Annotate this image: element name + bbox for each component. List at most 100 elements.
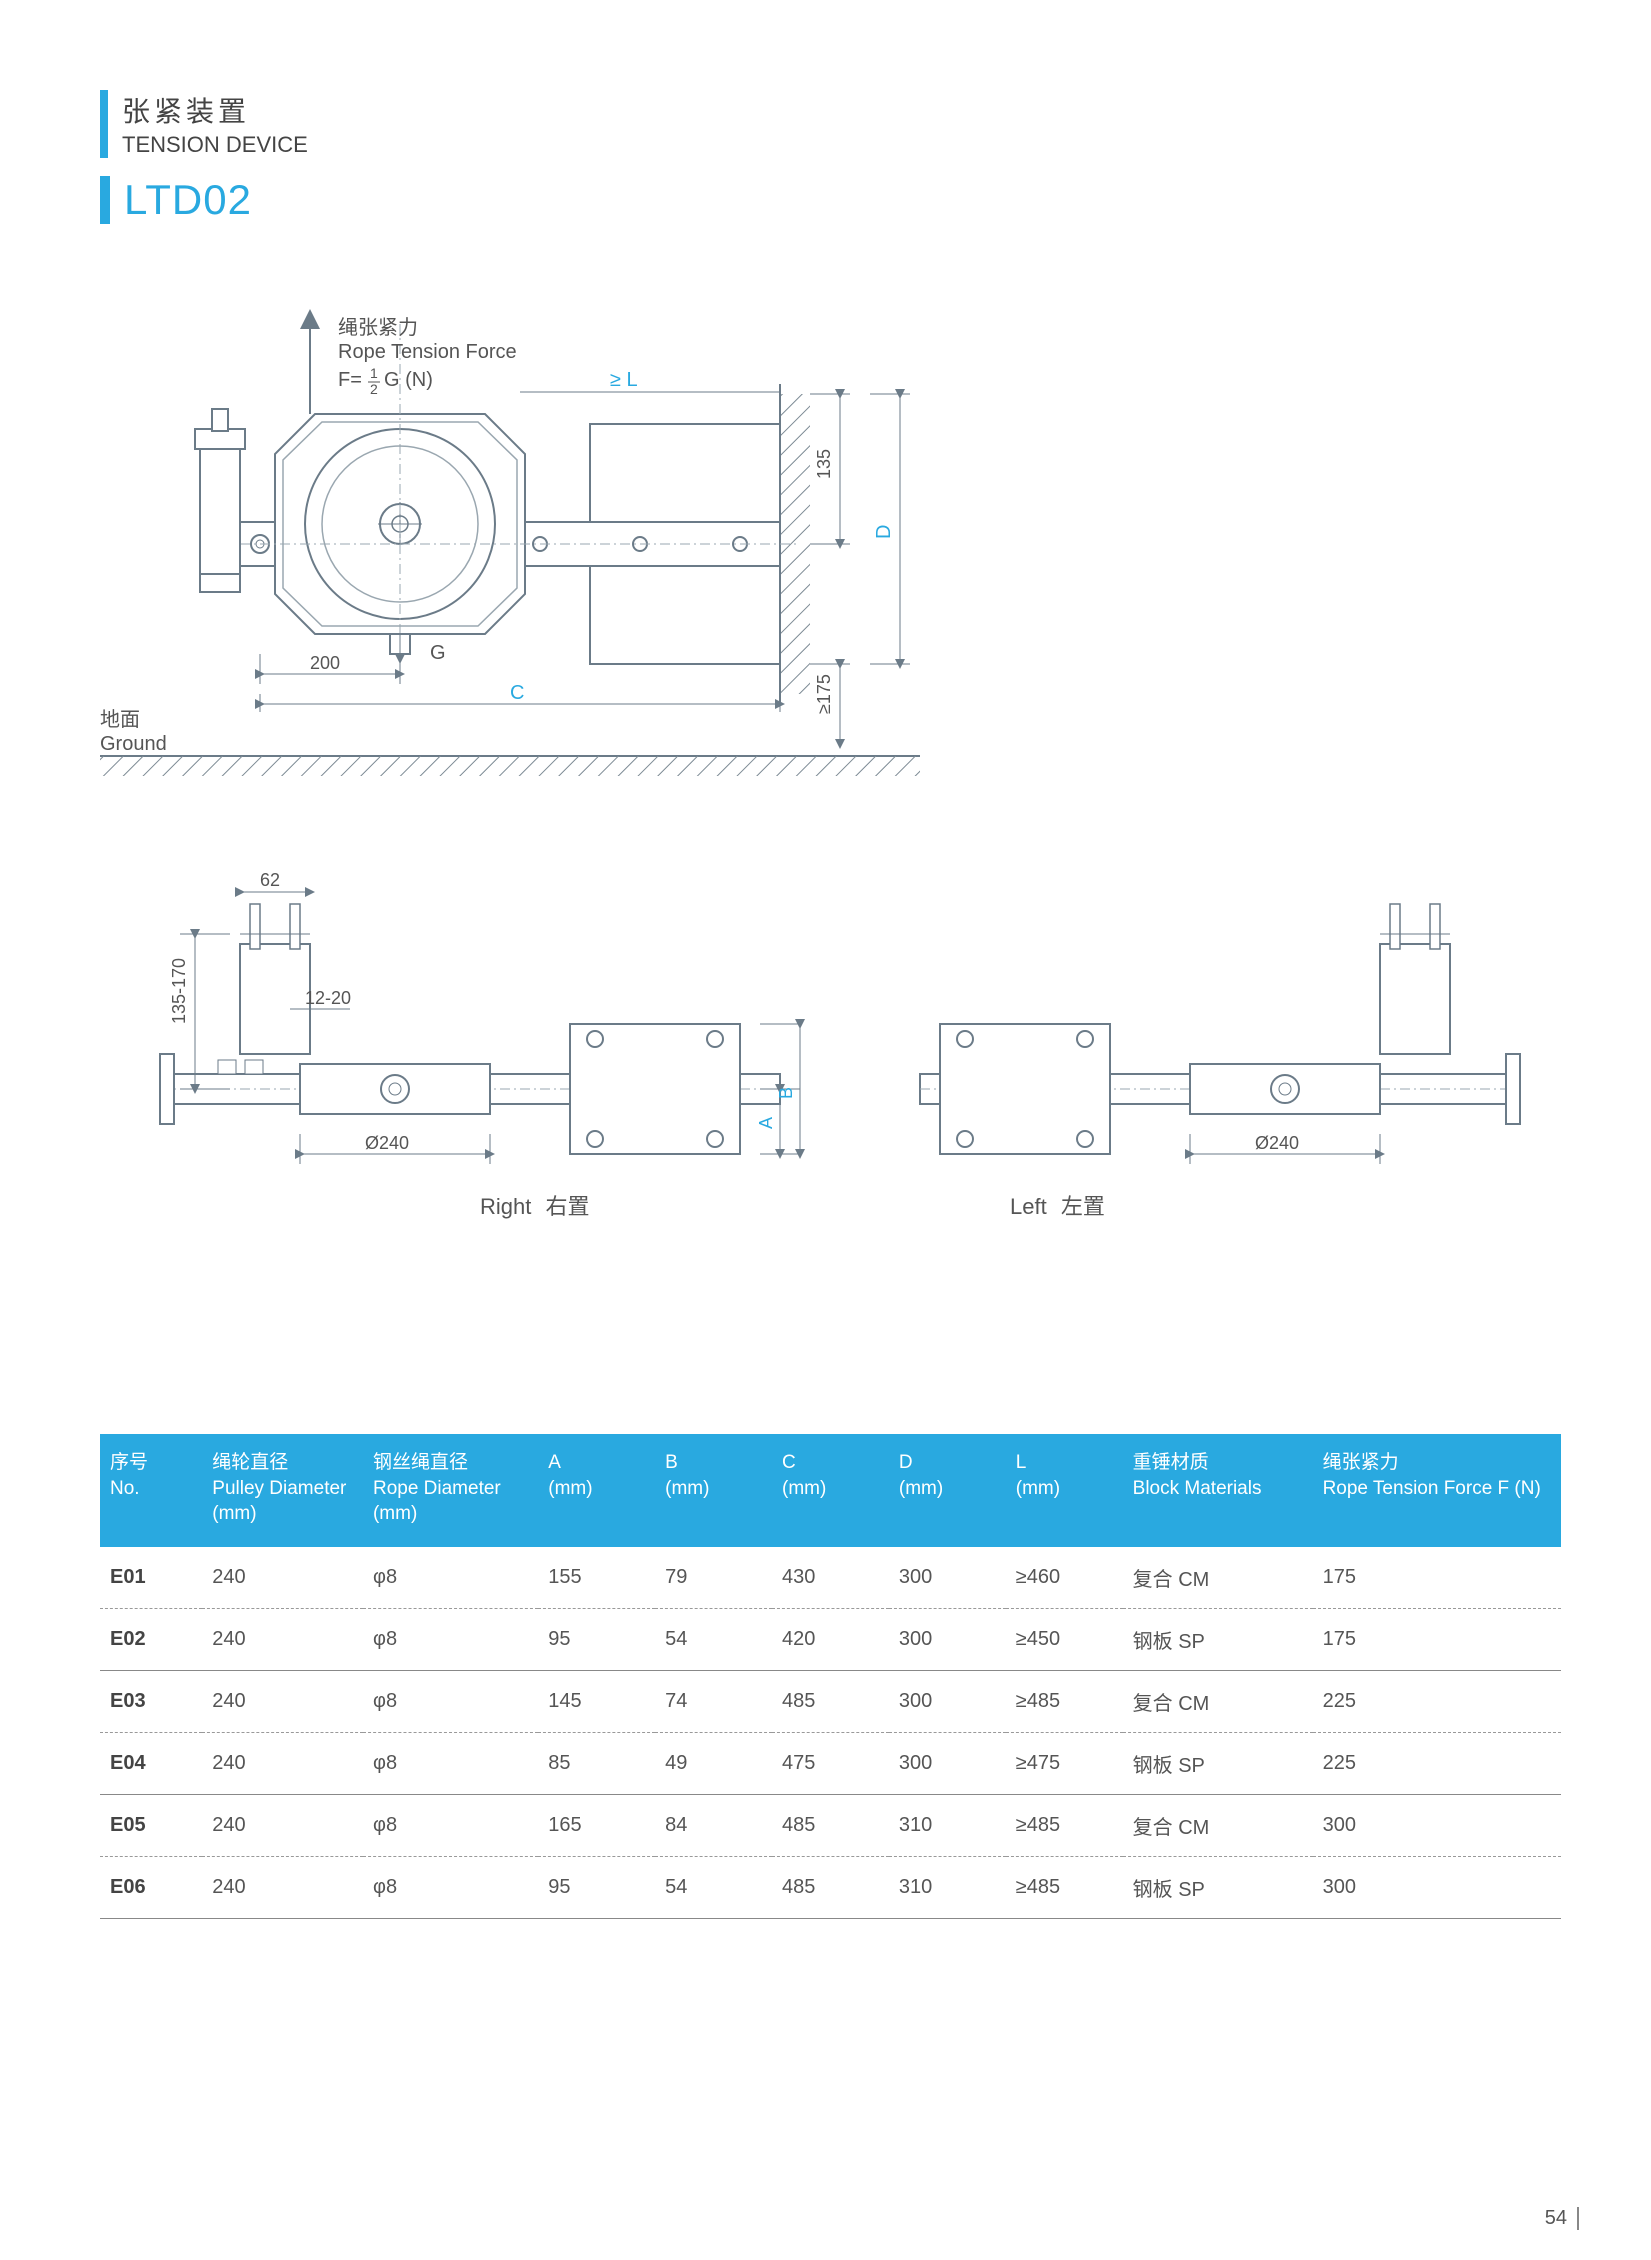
- label-B: B: [776, 1087, 796, 1099]
- table-cell: 钢板 SP: [1123, 1856, 1313, 1918]
- table-cell: 300: [1313, 1856, 1561, 1918]
- label-A: A: [756, 1117, 776, 1129]
- formula-prefix: F=: [338, 369, 362, 391]
- table-row: E06240φ89554485310≥485钢板 SP300: [100, 1856, 1561, 1918]
- label-ge-L: ≥ L: [610, 369, 638, 391]
- table-cell: 175: [1313, 1608, 1561, 1670]
- table-cell: 240: [202, 1608, 363, 1670]
- page-number: 54: [1545, 2207, 1579, 2230]
- formula-suffix: G (N): [384, 369, 433, 391]
- spec-table: 序号No.绳轮直径Pulley Diameter (mm)钢丝绳直径Rope D…: [100, 1434, 1561, 1919]
- bottom-views: 62 12-20 135-170 Ø240: [160, 870, 1520, 1219]
- table-cell: ≥485: [1006, 1856, 1123, 1918]
- table-cell: 95: [538, 1856, 655, 1918]
- model-block: LTD02: [100, 176, 1561, 224]
- table-cell: 225: [1313, 1732, 1561, 1794]
- table-cell: φ8: [363, 1608, 538, 1670]
- table-row: E04240φ88549475300≥475钢板 SP225: [100, 1732, 1561, 1794]
- dim-135: 135: [814, 449, 834, 479]
- table-row: E01240φ815579430300≥460复合 CM175: [100, 1547, 1561, 1609]
- table-header-cell: 重锤材质Block Materials: [1123, 1434, 1313, 1547]
- table-header-cell: L(mm): [1006, 1434, 1123, 1547]
- table-cell: 54: [655, 1608, 772, 1670]
- table-cell: 240: [202, 1547, 363, 1609]
- table-header-cell: C(mm): [772, 1434, 889, 1547]
- table-cell: ≥450: [1006, 1608, 1123, 1670]
- label-G: G: [430, 642, 446, 664]
- table-row: E03240φ814574485300≥485复合 CM225: [100, 1670, 1561, 1732]
- page-title-block: 张紧装置 TENSION DEVICE: [100, 90, 1561, 158]
- table-header: 序号No.绳轮直径Pulley Diameter (mm)钢丝绳直径Rope D…: [100, 1434, 1561, 1547]
- table-cell: 84: [655, 1794, 772, 1856]
- table-cell: 复合 CM: [1123, 1670, 1313, 1732]
- table-header-cell: D(mm): [889, 1434, 1006, 1547]
- table-cell: 49: [655, 1732, 772, 1794]
- table-cell: 310: [889, 1794, 1006, 1856]
- table-cell: 54: [655, 1856, 772, 1918]
- title-chinese: 张紧装置: [122, 90, 1561, 130]
- table-cell: E04: [100, 1732, 202, 1794]
- table-cell: 85: [538, 1732, 655, 1794]
- dim-phi240-r: Ø240: [365, 1133, 409, 1153]
- label-D: D: [873, 525, 895, 539]
- table-body: E01240φ815579430300≥460复合 CM175E02240φ89…: [100, 1547, 1561, 1919]
- formula-num: 1: [370, 365, 378, 381]
- dim-phi240-l: Ø240: [1255, 1133, 1299, 1153]
- table-header-cell: 绳张紧力Rope Tension Force F (N): [1313, 1434, 1561, 1547]
- table-cell: E05: [100, 1794, 202, 1856]
- table-cell: 240: [202, 1732, 363, 1794]
- top-view-drawing: 绳张紧力 Rope Tension Force F= 1 2 G (N) ≥ L…: [100, 316, 920, 776]
- table-cell: 300: [889, 1608, 1006, 1670]
- table-cell: 240: [202, 1794, 363, 1856]
- label-rope-tension-en: Rope Tension Force: [338, 341, 517, 363]
- dim-62: 62: [260, 870, 280, 890]
- table-cell: φ8: [363, 1794, 538, 1856]
- table-row: E05240φ816584485310≥485复合 CM300: [100, 1794, 1561, 1856]
- table-cell: 复合 CM: [1123, 1794, 1313, 1856]
- table-cell: φ8: [363, 1856, 538, 1918]
- table-cell: ≥475: [1006, 1732, 1123, 1794]
- label-left-en: Left: [1010, 1194, 1047, 1219]
- table-cell: 155: [538, 1547, 655, 1609]
- table-cell: E02: [100, 1608, 202, 1670]
- table-cell: E01: [100, 1547, 202, 1609]
- table-cell: 300: [1313, 1794, 1561, 1856]
- table-cell: 310: [889, 1856, 1006, 1918]
- table-cell: 300: [889, 1547, 1006, 1609]
- table-cell: 95: [538, 1608, 655, 1670]
- svg-text:F=: F=: [338, 369, 362, 391]
- table-cell: E03: [100, 1670, 202, 1732]
- table-cell: ≥485: [1006, 1794, 1123, 1856]
- dim-135-170: 135-170: [169, 958, 189, 1024]
- table-cell: ≥460: [1006, 1547, 1123, 1609]
- table-cell: 165: [538, 1794, 655, 1856]
- svg-text:Left 左置: Left 左置: [1010, 1194, 1105, 1219]
- label-C: C: [510, 682, 524, 704]
- table-cell: 225: [1313, 1670, 1561, 1732]
- table-header-cell: 序号No.: [100, 1434, 202, 1547]
- table-cell: φ8: [363, 1547, 538, 1609]
- table-header-cell: A(mm): [538, 1434, 655, 1547]
- table-cell: φ8: [363, 1732, 538, 1794]
- dim-12-20: 12-20: [305, 988, 351, 1008]
- title-english: TENSION DEVICE: [122, 132, 1561, 158]
- table-header-cell: B(mm): [655, 1434, 772, 1547]
- table-cell: 430: [772, 1547, 889, 1609]
- right-variant: 62 12-20 135-170 Ø240: [160, 870, 800, 1219]
- table-cell: 485: [772, 1856, 889, 1918]
- table-cell: 79: [655, 1547, 772, 1609]
- table-cell: 300: [889, 1732, 1006, 1794]
- table-cell: 复合 CM: [1123, 1547, 1313, 1609]
- label-right-en: Right: [480, 1194, 531, 1219]
- table-cell: 145: [538, 1670, 655, 1732]
- label-rope-tension-cn: 绳张紧力: [338, 316, 418, 339]
- table-cell: φ8: [363, 1670, 538, 1732]
- table-cell: 钢板 SP: [1123, 1608, 1313, 1670]
- formula-den: 2: [370, 381, 378, 397]
- label-right-cn: 右置: [545, 1194, 589, 1219]
- left-variant: Ø240 Left 左置: [920, 904, 1520, 1219]
- table-cell: 420: [772, 1608, 889, 1670]
- table-cell: 485: [772, 1794, 889, 1856]
- label-ground-en: Ground: [100, 733, 167, 755]
- table-cell: E06: [100, 1856, 202, 1918]
